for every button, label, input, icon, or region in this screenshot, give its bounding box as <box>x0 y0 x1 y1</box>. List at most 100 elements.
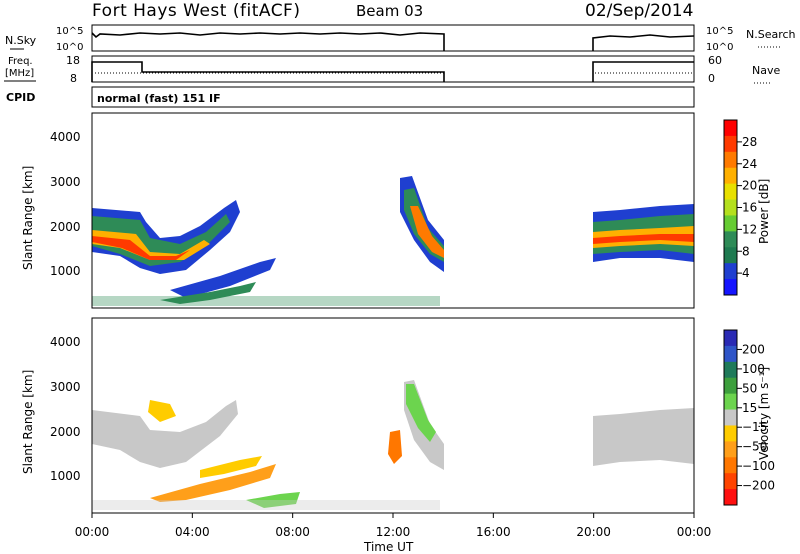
power-panel: Slant Range [km] 4000 3000 2000 1000 Pow… <box>21 112 771 309</box>
power-ytick-4000: 4000 <box>50 130 81 144</box>
x-axis: 00:00 04:00 08:00 12:00 16:00 20:00 00:00 Time… <box>75 513 712 554</box>
power-colorbar-cell <box>724 183 737 201</box>
nave-tick-bottom: 0 <box>708 72 715 85</box>
freq-strip: Freq. [MHz] 18 8 60 0 Nave <box>4 54 780 85</box>
power-colorbar-cell <box>724 151 737 169</box>
velocity-patch-c <box>200 456 262 478</box>
power-colorbar-tick-label: 12 <box>742 222 757 236</box>
power-colorbar-cell <box>724 247 737 264</box>
power-colorbar-label: Power [dB] <box>757 179 771 244</box>
power-band-early-inner <box>92 230 210 260</box>
velocity-patch-b <box>150 464 276 502</box>
velocity-streak-green <box>406 384 436 442</box>
velocity-band-late <box>593 408 694 466</box>
velocity-colorbar-cell <box>724 473 737 490</box>
power-band-late-core <box>593 234 694 244</box>
velocity-y-ticks: 4000 3000 2000 1000 <box>50 335 81 483</box>
power-colorbar-tick-label: 4 <box>742 266 750 280</box>
velocity-colorbar-tick-label: −50 <box>742 440 767 454</box>
freq-frame <box>91 55 695 83</box>
nave-label: Nave <box>752 64 780 77</box>
velocity-colorbar-label: Velocity [m s⁻¹] <box>757 367 771 460</box>
power-ytick-3000: 3000 <box>50 175 81 189</box>
velocity-ytick-4000: 4000 <box>50 335 81 349</box>
nsearch-tick-top: 10^5 <box>706 26 733 37</box>
freq-label-1: Freq. <box>8 56 33 67</box>
cpid-label: CPID <box>6 91 35 104</box>
power-colorbar-cells <box>724 120 737 296</box>
power-frame <box>91 112 695 309</box>
nsearch-tick-bottom: 10^0 <box>706 42 733 53</box>
power-band-early-mid <box>92 214 230 266</box>
nave-tick-top: 60 <box>708 54 722 67</box>
date-title: 02/Sep/2014 <box>585 1 693 21</box>
nsky-tick-bottom: 10^0 <box>56 42 83 53</box>
power-colorbar-ticks: 28 24 20 16 12 8 4 <box>737 135 757 280</box>
power-colorbar-tick-label: 20 <box>742 179 757 193</box>
x-tick-label: 08:00 <box>275 525 310 539</box>
cpid-strip: CPID normal (fast) 151 IF <box>6 86 695 108</box>
power-colorbar-tick-label: 8 <box>742 244 750 258</box>
x-tick-label: 00:00 <box>677 525 712 539</box>
velocity-ytick-2000: 2000 <box>50 425 81 439</box>
velocity-ytick-1000: 1000 <box>50 469 81 483</box>
velocity-colorbar-cell <box>724 377 737 395</box>
velocity-colorbar-cell <box>724 457 737 474</box>
velocity-colorbar: Velocity [m s⁻¹] 200 100 50 15 −15 −50 −100 −20… <box>723 329 775 506</box>
velocity-colorbar-cell <box>724 393 737 411</box>
velocity-colorbar-tick-label: −200 <box>742 479 775 493</box>
velocity-colorbar-tick-label: 50 <box>742 381 757 395</box>
x-ticks: 00:00 04:00 08:00 12:00 16:00 20:00 00:00 <box>75 513 712 539</box>
power-ytick-2000: 2000 <box>50 220 81 234</box>
x-tick-label: 04:00 <box>175 525 210 539</box>
velocity-colorbar-tick-label: −100 <box>742 459 775 473</box>
freq-trace-b <box>592 61 694 82</box>
velocity-colorbar-cell <box>724 441 737 458</box>
power-colorbar-cell <box>724 199 737 216</box>
power-heatmap <box>92 176 694 306</box>
power-colorbar-cell <box>724 279 737 296</box>
power-streak-core <box>410 206 444 258</box>
freq-tick-top: 18 <box>66 54 80 67</box>
power-ytick-1000: 1000 <box>50 264 81 278</box>
power-colorbar-cell <box>724 263 737 280</box>
power-band-low-range <box>92 296 440 306</box>
velocity-colorbar-frame <box>723 329 738 506</box>
power-colorbar-tick-label: 24 <box>742 157 757 171</box>
power-colorbar-tick-label: 16 <box>742 201 757 215</box>
nsearch-label: N.Search <box>746 28 796 41</box>
power-ylabel: Slant Range [km] <box>21 166 35 270</box>
power-colorbar-tick-label: 28 <box>742 135 757 149</box>
velocity-colorbar-cell <box>724 489 737 506</box>
velocity-colorbar-tick-label: −15 <box>742 420 767 434</box>
power-colorbar-cell <box>724 231 737 248</box>
velocity-patch-a <box>148 400 176 422</box>
beam-title: Beam 03 <box>356 2 423 20</box>
power-band-early-core <box>92 236 190 260</box>
cpid-frame <box>91 86 695 108</box>
x-axis-label: Time UT <box>363 540 414 554</box>
x-tick-label: 16:00 <box>476 525 511 539</box>
freq-label-2: [MHz] <box>5 68 34 79</box>
nsky-label: N.Sky <box>5 34 37 47</box>
nsky-strip: N.Sky 10^5 10^0 10^5 10^0 N.Search <box>5 24 796 53</box>
power-colorbar: Power [dB] 28 24 20 16 12 8 4 <box>723 119 771 296</box>
velocity-colorbar-cell <box>724 345 737 363</box>
freq-trace-a <box>91 61 445 82</box>
power-colorbar-cell <box>724 120 737 137</box>
velocity-colorbar-tick-label: 15 <box>742 401 757 415</box>
velocity-colorbar-ticks: 200 100 50 15 −15 −50 −100 −200 <box>737 342 775 493</box>
velocity-colorbar-cell <box>724 409 737 426</box>
freq-tick-bottom: 8 <box>70 72 77 85</box>
velocity-ylabel: Slant Range [km] <box>21 370 35 474</box>
velocity-colorbar-cell <box>724 330 737 347</box>
velocity-ytick-3000: 3000 <box>50 380 81 394</box>
x-tick-label: 12:00 <box>376 525 411 539</box>
velocity-patch-d <box>246 492 300 508</box>
power-colorbar-cell <box>724 215 737 232</box>
velocity-panel: Slant Range [km] 4000 3000 2000 1000 Vel… <box>21 317 775 514</box>
power-colorbar-cell <box>724 167 737 185</box>
velocity-band-early <box>92 400 238 468</box>
x-tick-label: 00:00 <box>75 525 110 539</box>
